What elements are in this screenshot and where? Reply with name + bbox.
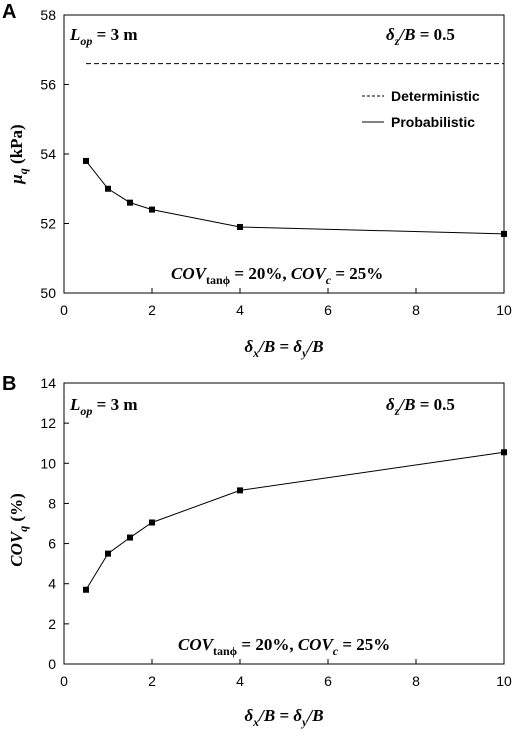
y-tick-label: 52 (40, 216, 56, 232)
data-point (149, 206, 155, 213)
panel-b-label: B (2, 373, 16, 395)
x-tick-label: 4 (236, 302, 244, 318)
y-tick-label: 4 (48, 576, 56, 592)
panel-b-y-ticks: 0 2 4 6 8 10 12 14 (40, 375, 69, 672)
panel-b-dz-annotation: δz/B = 0.5 (386, 395, 455, 418)
x-tick-label: 4 (236, 673, 244, 689)
panel-b-lop-annotation: Lop = 3 m (69, 395, 138, 418)
data-point (105, 550, 111, 557)
x-tick-label: 2 (148, 673, 156, 689)
panel-a-x-axis-title: δx/B = δy/B (244, 337, 323, 360)
panel-b-marks (83, 449, 507, 593)
panel-a-y-axis-title: μq (kPa) (7, 124, 30, 184)
y-tick-label: 58 (40, 7, 56, 23)
y-tick-label: 14 (40, 375, 56, 391)
data-point (501, 230, 507, 237)
data-point (105, 185, 111, 192)
probabilistic-line (85, 160, 505, 235)
y-tick-label: 54 (40, 146, 56, 162)
y-tick-label: 8 (48, 495, 56, 511)
panel-a-cov-annotation: COVtanϕ = 20%, COVc = 25% (171, 264, 383, 287)
x-tick-label: 2 (148, 302, 156, 318)
panel-a: A 50 52 54 56 58 0 2 4 6 8 10 Lop = 3 m δz/B = 0.… (2, 1, 512, 360)
panel-a-marks (83, 63, 507, 237)
panel-a-label: A (2, 1, 16, 23)
panel-a-dz-annotation: δz/B = 0.5 (386, 25, 455, 48)
panel-b-plot-frame (63, 382, 505, 665)
panel-b-x-ticks: 0 2 4 6 8 10 (60, 659, 512, 689)
panel-a-x-ticks: 0 2 4 6 8 10 (60, 288, 512, 318)
data-point (149, 519, 155, 526)
y-tick-label: 50 (40, 285, 56, 301)
series-line (85, 451, 505, 590)
panel-a-y-ticks: 50 52 54 56 58 (40, 7, 69, 301)
panel-b-y-axis-title: COVq (%) (7, 493, 30, 567)
x-tick-label: 6 (324, 673, 332, 689)
y-tick-label: 10 (40, 455, 56, 471)
x-tick-label: 10 (496, 302, 512, 318)
x-tick-label: 10 (496, 673, 512, 689)
x-tick-label: 0 (60, 302, 68, 318)
panel-a-legend: Deterministic Probabilistic (362, 88, 480, 130)
panel-a-lop-annotation: Lop = 3 m (69, 25, 138, 48)
data-point (83, 157, 89, 164)
data-point (237, 487, 243, 494)
panel-a-plot-frame (63, 14, 505, 294)
y-tick-label: 12 (40, 415, 56, 431)
x-tick-label: 8 (412, 673, 420, 689)
panel-b-x-axis-title: δx/B = δy/B (244, 706, 323, 729)
x-tick-label: 0 (60, 673, 68, 689)
y-tick-label: 2 (48, 616, 56, 632)
legend-probabilistic-label: Probabilistic (391, 114, 475, 130)
data-point (83, 586, 89, 593)
legend-deterministic-label: Deterministic (391, 88, 480, 104)
data-point (501, 449, 507, 456)
x-tick-label: 6 (324, 302, 332, 318)
panel-b-cov-annotation: COVtanϕ = 20%, COVc = 25% (178, 635, 390, 658)
y-tick-label: 56 (40, 77, 56, 93)
x-tick-label: 8 (412, 302, 420, 318)
data-point (127, 534, 133, 541)
y-tick-label: 6 (48, 536, 56, 552)
data-point (127, 199, 133, 206)
data-point (237, 223, 243, 230)
panel-b: B 0 2 4 6 8 10 12 14 0 2 4 6 8 10 Lop = 3 m δz/B = 0… (2, 373, 512, 729)
y-tick-label: 0 (48, 656, 56, 672)
